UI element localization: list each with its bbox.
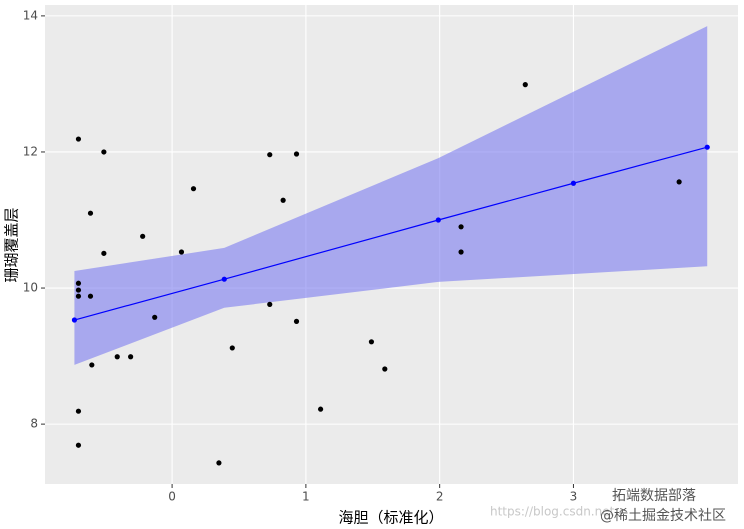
point <box>368 339 375 345</box>
y-tick-label: 10 <box>23 281 38 295</box>
y-tick-label: 14 <box>23 8 38 22</box>
point <box>75 442 82 448</box>
fit-point <box>704 144 710 150</box>
x-tick-label: 3 <box>570 490 578 504</box>
point <box>89 362 95 368</box>
x-tick-label: 1 <box>302 490 310 504</box>
point <box>458 249 464 255</box>
point <box>75 293 82 299</box>
confidence-band <box>74 26 708 365</box>
point <box>152 314 158 320</box>
point <box>229 345 235 351</box>
point <box>87 293 94 299</box>
x-tick-label: 0 <box>168 490 176 504</box>
point <box>101 149 107 155</box>
point <box>75 280 82 286</box>
point <box>267 152 273 158</box>
watermark: https://blog.csdn.net <box>490 505 615 519</box>
point <box>522 82 528 88</box>
point <box>75 287 82 293</box>
point <box>190 186 197 192</box>
x-tick-label: 2 <box>436 490 444 504</box>
fit-point <box>435 217 441 223</box>
point <box>101 250 107 256</box>
fit-point <box>570 180 577 186</box>
y-axis-title: 珊瑚覆盖层 <box>3 207 21 282</box>
point <box>293 318 300 324</box>
point <box>75 408 82 414</box>
point <box>216 460 222 466</box>
point <box>87 210 94 216</box>
point <box>178 249 185 255</box>
point <box>140 233 146 239</box>
y-tick-label: 8 <box>30 417 38 431</box>
point <box>280 197 286 203</box>
fit-point <box>221 276 227 282</box>
x-axis-title: 海胆（标准化） <box>338 509 443 527</box>
point <box>317 406 324 412</box>
point <box>458 224 464 230</box>
point <box>267 301 273 307</box>
fit-point <box>71 317 78 323</box>
watermark: @稀土掘金技术社区 <box>600 508 726 524</box>
watermark: 拓端数据部落 <box>612 488 696 504</box>
y-tick-label: 12 <box>23 144 38 158</box>
point <box>676 179 682 185</box>
point <box>75 136 82 142</box>
point <box>128 354 134 360</box>
point <box>382 366 388 372</box>
point <box>114 354 120 360</box>
point <box>293 151 300 157</box>
